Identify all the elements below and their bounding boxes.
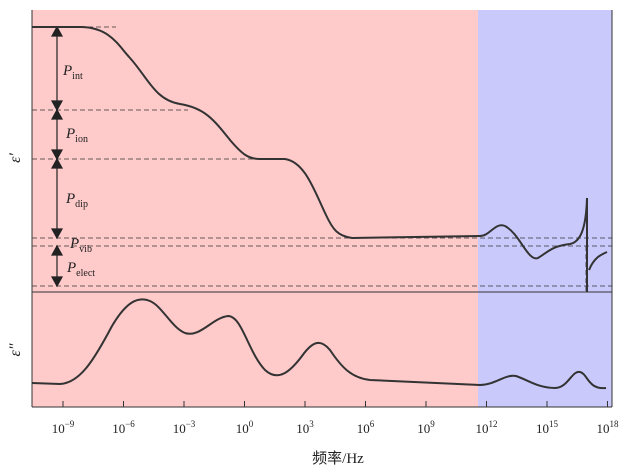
x-tick-label: 1012	[476, 419, 498, 436]
label-p-ion: Pion	[65, 126, 88, 145]
x-tick-label: 10−9	[52, 419, 75, 436]
epsilon-prime-curve	[32, 26, 608, 292]
x-tick-label: 109	[417, 419, 435, 436]
x-axis-title: 频率/Hz	[312, 450, 364, 467]
label-p-int: Pint	[62, 63, 83, 82]
x-tick-label: 1015	[536, 419, 559, 436]
high-frequency-region	[478, 10, 612, 407]
x-tick-label: 100	[236, 419, 254, 436]
epsilon-double-prime-label: ε″	[7, 343, 24, 356]
epsilon-prime-label: ε′	[7, 153, 24, 163]
x-tick-label: 106	[357, 419, 375, 436]
plot-frame	[31, 10, 613, 408]
x-axis-ticks: 10−9 10−6 10−3 100 103 106 109 1012 1015 1018	[52, 401, 619, 436]
polarization-arrows	[50, 25, 64, 288]
label-p-dip: Pdip	[65, 191, 88, 210]
x-tick-label: 10−3	[173, 419, 196, 436]
x-tick-label: 10−6	[112, 419, 135, 436]
x-tick-label: 1018	[597, 419, 620, 436]
label-p-vib: Pvib	[69, 236, 92, 255]
low-frequency-region	[32, 10, 478, 407]
epsilon-double-prime-curve	[31, 298, 607, 390]
x-tick-label: 103	[296, 419, 314, 436]
label-p-elect: Pelect	[66, 260, 95, 279]
